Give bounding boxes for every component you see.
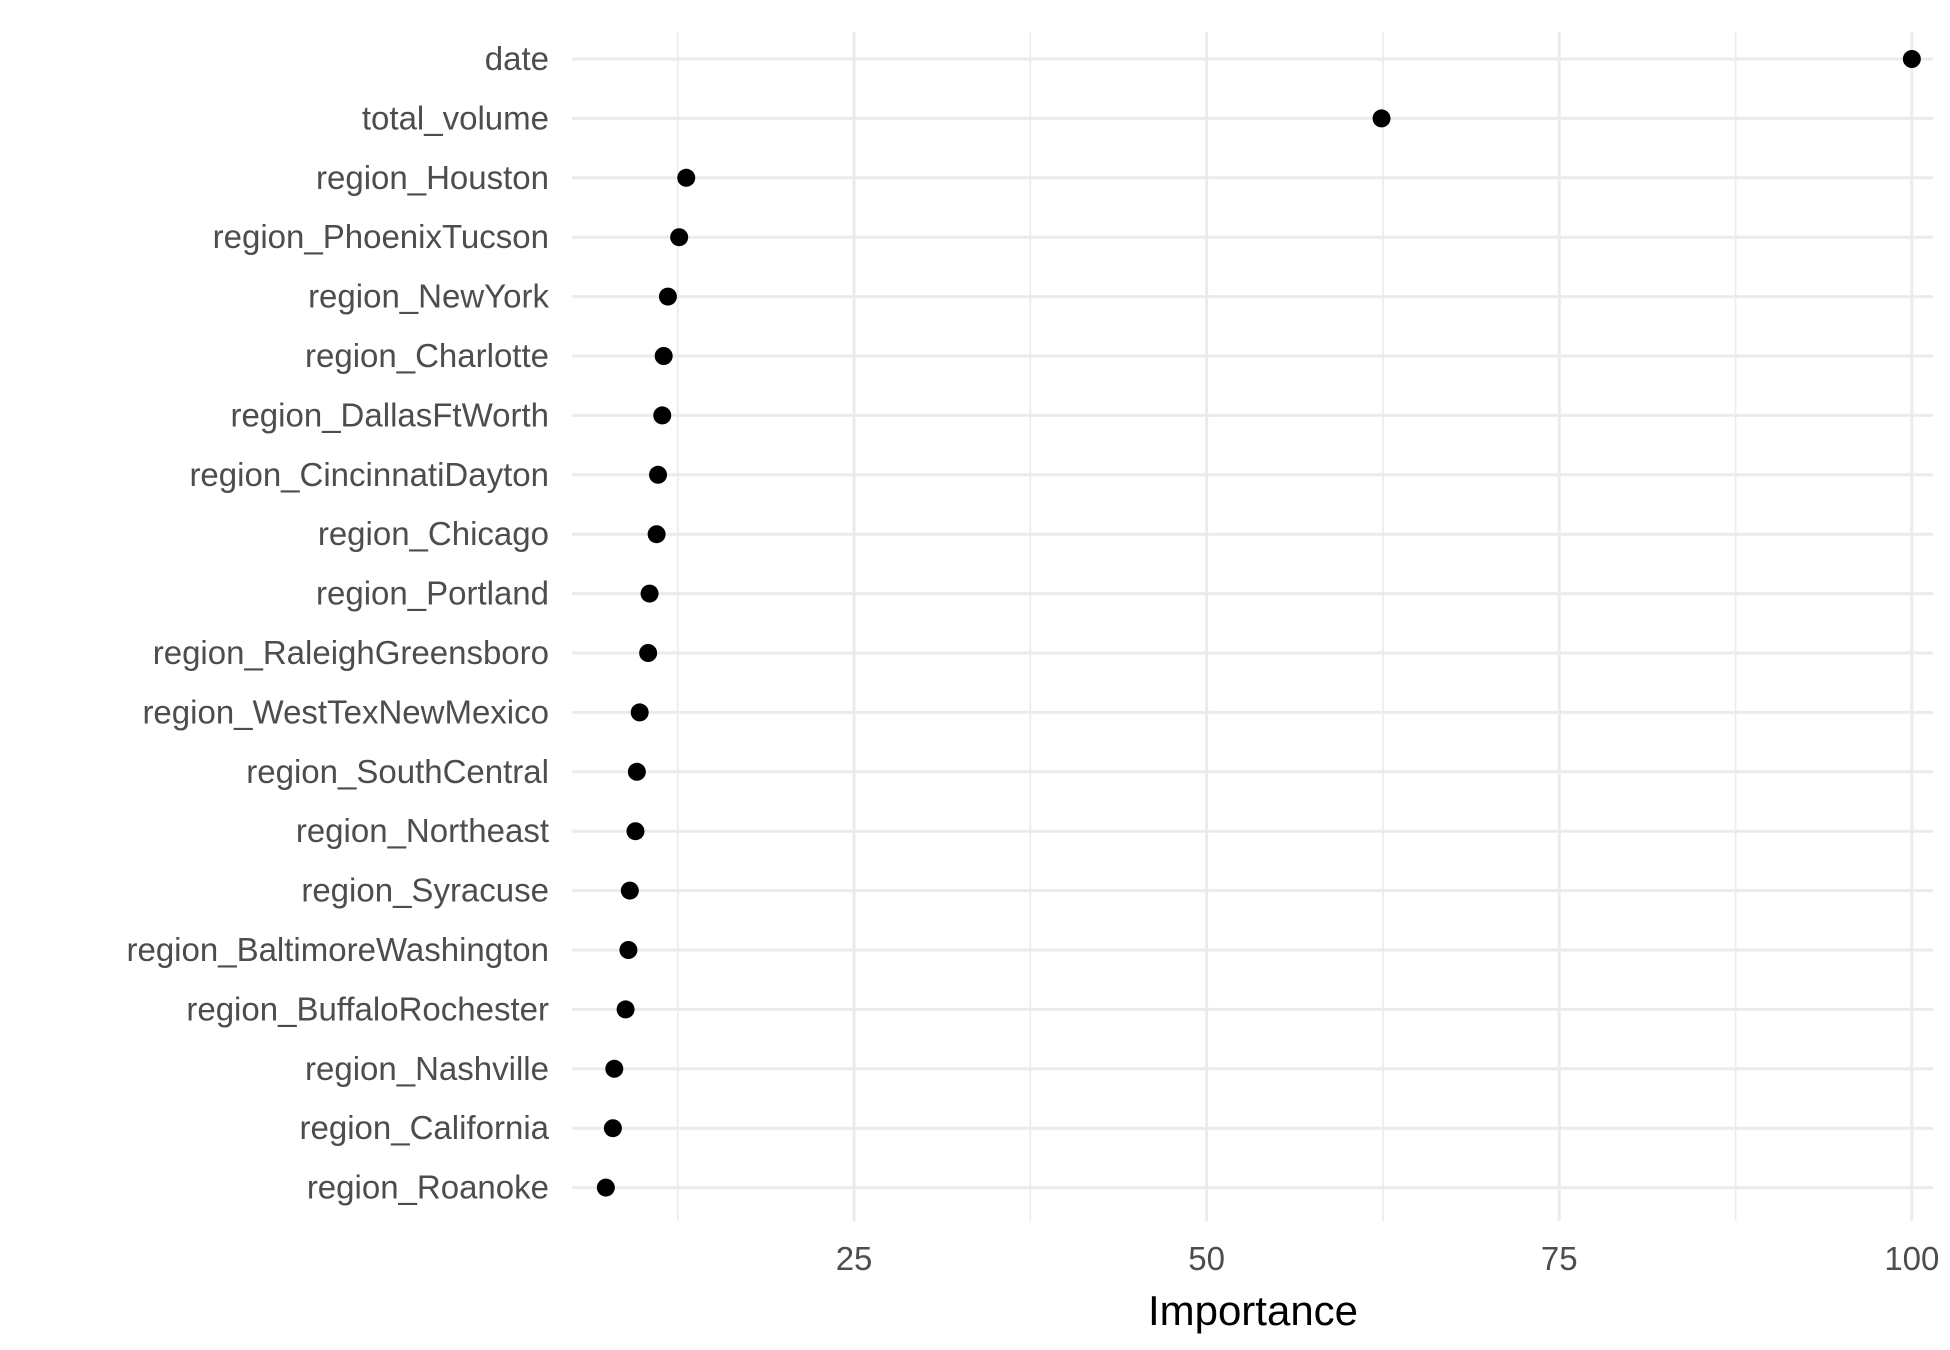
data-point-6 (653, 406, 672, 425)
y-tick-label-7: region_CincinnatiDayton (189, 456, 549, 493)
y-tick-label-10: region_RaleighGreensboro (153, 634, 549, 671)
data-point-15 (619, 941, 638, 959)
grid-layer (572, 32, 1933, 1221)
data-point-7 (649, 465, 668, 484)
data-point-11 (630, 703, 649, 722)
point-layer (596, 50, 1921, 1197)
x-tick-label-0: 25 (836, 1240, 873, 1277)
y-tick-label-2: region_Houston (316, 159, 549, 196)
data-point-4 (658, 287, 677, 306)
y-tick-label-6: region_DallasFtWorth (230, 396, 549, 433)
data-point-9 (640, 584, 659, 603)
label-layer: 25 50 75 100 date total_volume region_Houstonr… (126, 40, 1939, 1277)
y-tick-label-13: region_Northeast (296, 812, 549, 849)
x-axis-title: Importance (1148, 1287, 1358, 1334)
y-tick-label-19: region_Roanoke (307, 1169, 549, 1206)
data-point-16 (616, 1000, 635, 1019)
y-tick-label-8: region_Chicago (318, 515, 549, 552)
y-tick-label-16: region_BuffaloRochester (186, 990, 549, 1027)
data-point-5 (654, 347, 673, 365)
x-tick-label-2: 75 (1541, 1240, 1578, 1277)
data-point-19 (596, 1178, 615, 1197)
y-tick-label-4: region_NewYork (308, 278, 549, 315)
data-point-8 (647, 525, 666, 544)
x-tick-label-3: 100 (1884, 1240, 1939, 1277)
y-tick-label-9: region_Portland (316, 575, 549, 612)
y-tick-label-18: region_California (300, 1109, 550, 1146)
data-point-18 (603, 1119, 622, 1138)
y-tick-label-11: region_WestTexNewMexico (142, 693, 549, 730)
data-point-0 (1902, 50, 1921, 68)
y-tick-label-5: region_Charlotte (305, 337, 549, 374)
data-point-3 (670, 228, 689, 247)
y-tick-label-3: region_PhoenixTucson (213, 218, 549, 255)
data-point-1 (1372, 109, 1391, 128)
y-tick-label-14: region_Syracuse (301, 872, 549, 909)
data-point-14 (620, 881, 639, 900)
y-tick-label-15: region_BaltimoreWashington (126, 931, 549, 968)
x-tick-label-1: 50 (1188, 1240, 1225, 1277)
data-point-10 (639, 644, 658, 662)
y-tick-label-12: region_SouthCentral (246, 753, 549, 790)
y-tick-label-1: total_volume (362, 99, 549, 136)
y-tick-label-0: date (485, 40, 549, 77)
data-point-17 (605, 1059, 624, 1078)
data-point-12 (627, 762, 646, 781)
data-point-13 (626, 822, 645, 841)
y-tick-label-17: region_Nashville (305, 1050, 549, 1087)
data-point-2 (677, 168, 696, 187)
